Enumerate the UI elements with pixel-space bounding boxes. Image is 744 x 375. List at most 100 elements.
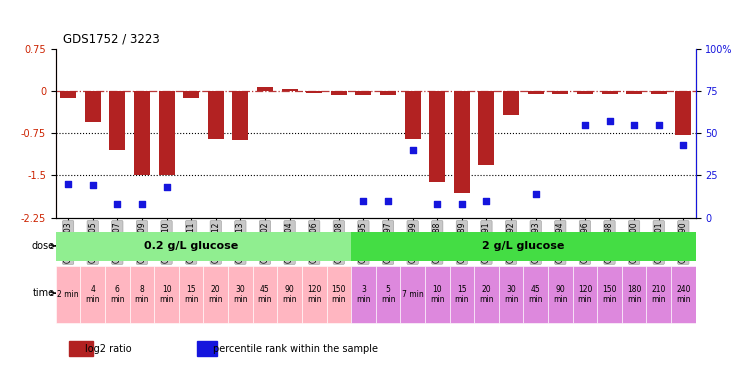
Point [357,198,369,204]
Text: 0.2 g/L glucose: 0.2 g/L glucose [144,241,238,251]
Bar [503,91,519,115]
Point [407,147,419,153]
Text: 2 min: 2 min [57,290,79,299]
Bar [380,91,396,96]
Text: 10
min: 10 min [159,285,174,304]
FancyBboxPatch shape [56,266,80,323]
Bar [478,91,495,165]
Text: time: time [33,288,55,298]
Text: 5
min: 5 min [381,285,395,304]
Point [579,122,591,128]
Text: 15
min: 15 min [455,285,469,304]
FancyBboxPatch shape [154,266,179,323]
FancyBboxPatch shape [351,232,696,261]
Text: dose: dose [32,241,55,251]
Text: 2 g/L glucose: 2 g/L glucose [482,241,565,251]
Text: 150
min: 150 min [602,285,617,304]
FancyBboxPatch shape [228,266,253,323]
Text: 30
min: 30 min [504,285,519,304]
FancyBboxPatch shape [278,266,302,323]
Point [382,198,394,204]
Point [456,201,468,207]
Bar [527,91,544,94]
Text: 20
min: 20 min [208,285,223,304]
Bar [196,341,217,356]
Text: 45
min: 45 min [257,285,272,304]
Bar [281,89,298,91]
FancyBboxPatch shape [647,266,671,323]
Bar [232,91,248,141]
Bar [85,91,100,122]
Bar [552,91,568,94]
Text: 4
min: 4 min [86,285,100,304]
Bar [676,91,691,135]
FancyBboxPatch shape [179,266,203,323]
Text: 6
min: 6 min [110,285,124,304]
FancyBboxPatch shape [253,266,278,323]
FancyBboxPatch shape [573,266,597,323]
Point [677,142,689,148]
Bar [331,91,347,95]
Bar [454,91,470,194]
Bar [208,91,224,139]
FancyBboxPatch shape [80,266,105,323]
Point [603,118,615,124]
Text: percentile rank within the sample: percentile rank within the sample [213,344,377,354]
Bar [307,91,322,93]
Text: 15
min: 15 min [184,285,199,304]
Point [652,122,664,128]
FancyBboxPatch shape [622,266,647,323]
FancyBboxPatch shape [671,266,696,323]
Bar [158,91,175,176]
FancyBboxPatch shape [302,266,327,323]
Text: 210
min: 210 min [652,285,666,304]
Point [481,198,493,204]
Text: 120
min: 120 min [307,285,321,304]
FancyBboxPatch shape [56,232,351,261]
FancyBboxPatch shape [449,266,474,323]
Text: 150
min: 150 min [332,285,346,304]
FancyBboxPatch shape [129,266,154,323]
Point [628,122,640,128]
Bar [68,341,93,356]
Bar [405,91,420,139]
Bar [60,91,76,98]
FancyBboxPatch shape [203,266,228,323]
Bar [577,91,593,94]
Bar [429,91,445,182]
Point [87,183,99,189]
Text: 180
min: 180 min [627,285,641,304]
Text: 30
min: 30 min [233,285,248,304]
Text: 8
min: 8 min [135,285,150,304]
FancyBboxPatch shape [498,266,523,323]
Bar [257,87,273,91]
Text: 240
min: 240 min [676,285,690,304]
Text: 120
min: 120 min [577,285,592,304]
Bar [601,91,618,94]
Text: 90
min: 90 min [553,285,568,304]
Point [161,184,173,190]
FancyBboxPatch shape [400,266,425,323]
Point [530,191,542,197]
Point [136,201,148,207]
Point [112,201,124,207]
FancyBboxPatch shape [351,266,376,323]
Bar [626,91,642,94]
Text: 20
min: 20 min [479,285,494,304]
FancyBboxPatch shape [523,266,548,323]
FancyBboxPatch shape [327,266,351,323]
Text: 3
min: 3 min [356,285,371,304]
Bar [356,91,371,95]
Text: log2 ratio: log2 ratio [85,344,131,354]
FancyBboxPatch shape [474,266,498,323]
Point [62,181,74,187]
FancyBboxPatch shape [425,266,449,323]
Text: 10
min: 10 min [430,285,444,304]
Text: 45
min: 45 min [528,285,543,304]
Bar [134,91,150,176]
Text: 90
min: 90 min [282,285,297,304]
FancyBboxPatch shape [597,266,622,323]
FancyBboxPatch shape [548,266,573,323]
Bar [651,91,667,94]
FancyBboxPatch shape [376,266,400,323]
